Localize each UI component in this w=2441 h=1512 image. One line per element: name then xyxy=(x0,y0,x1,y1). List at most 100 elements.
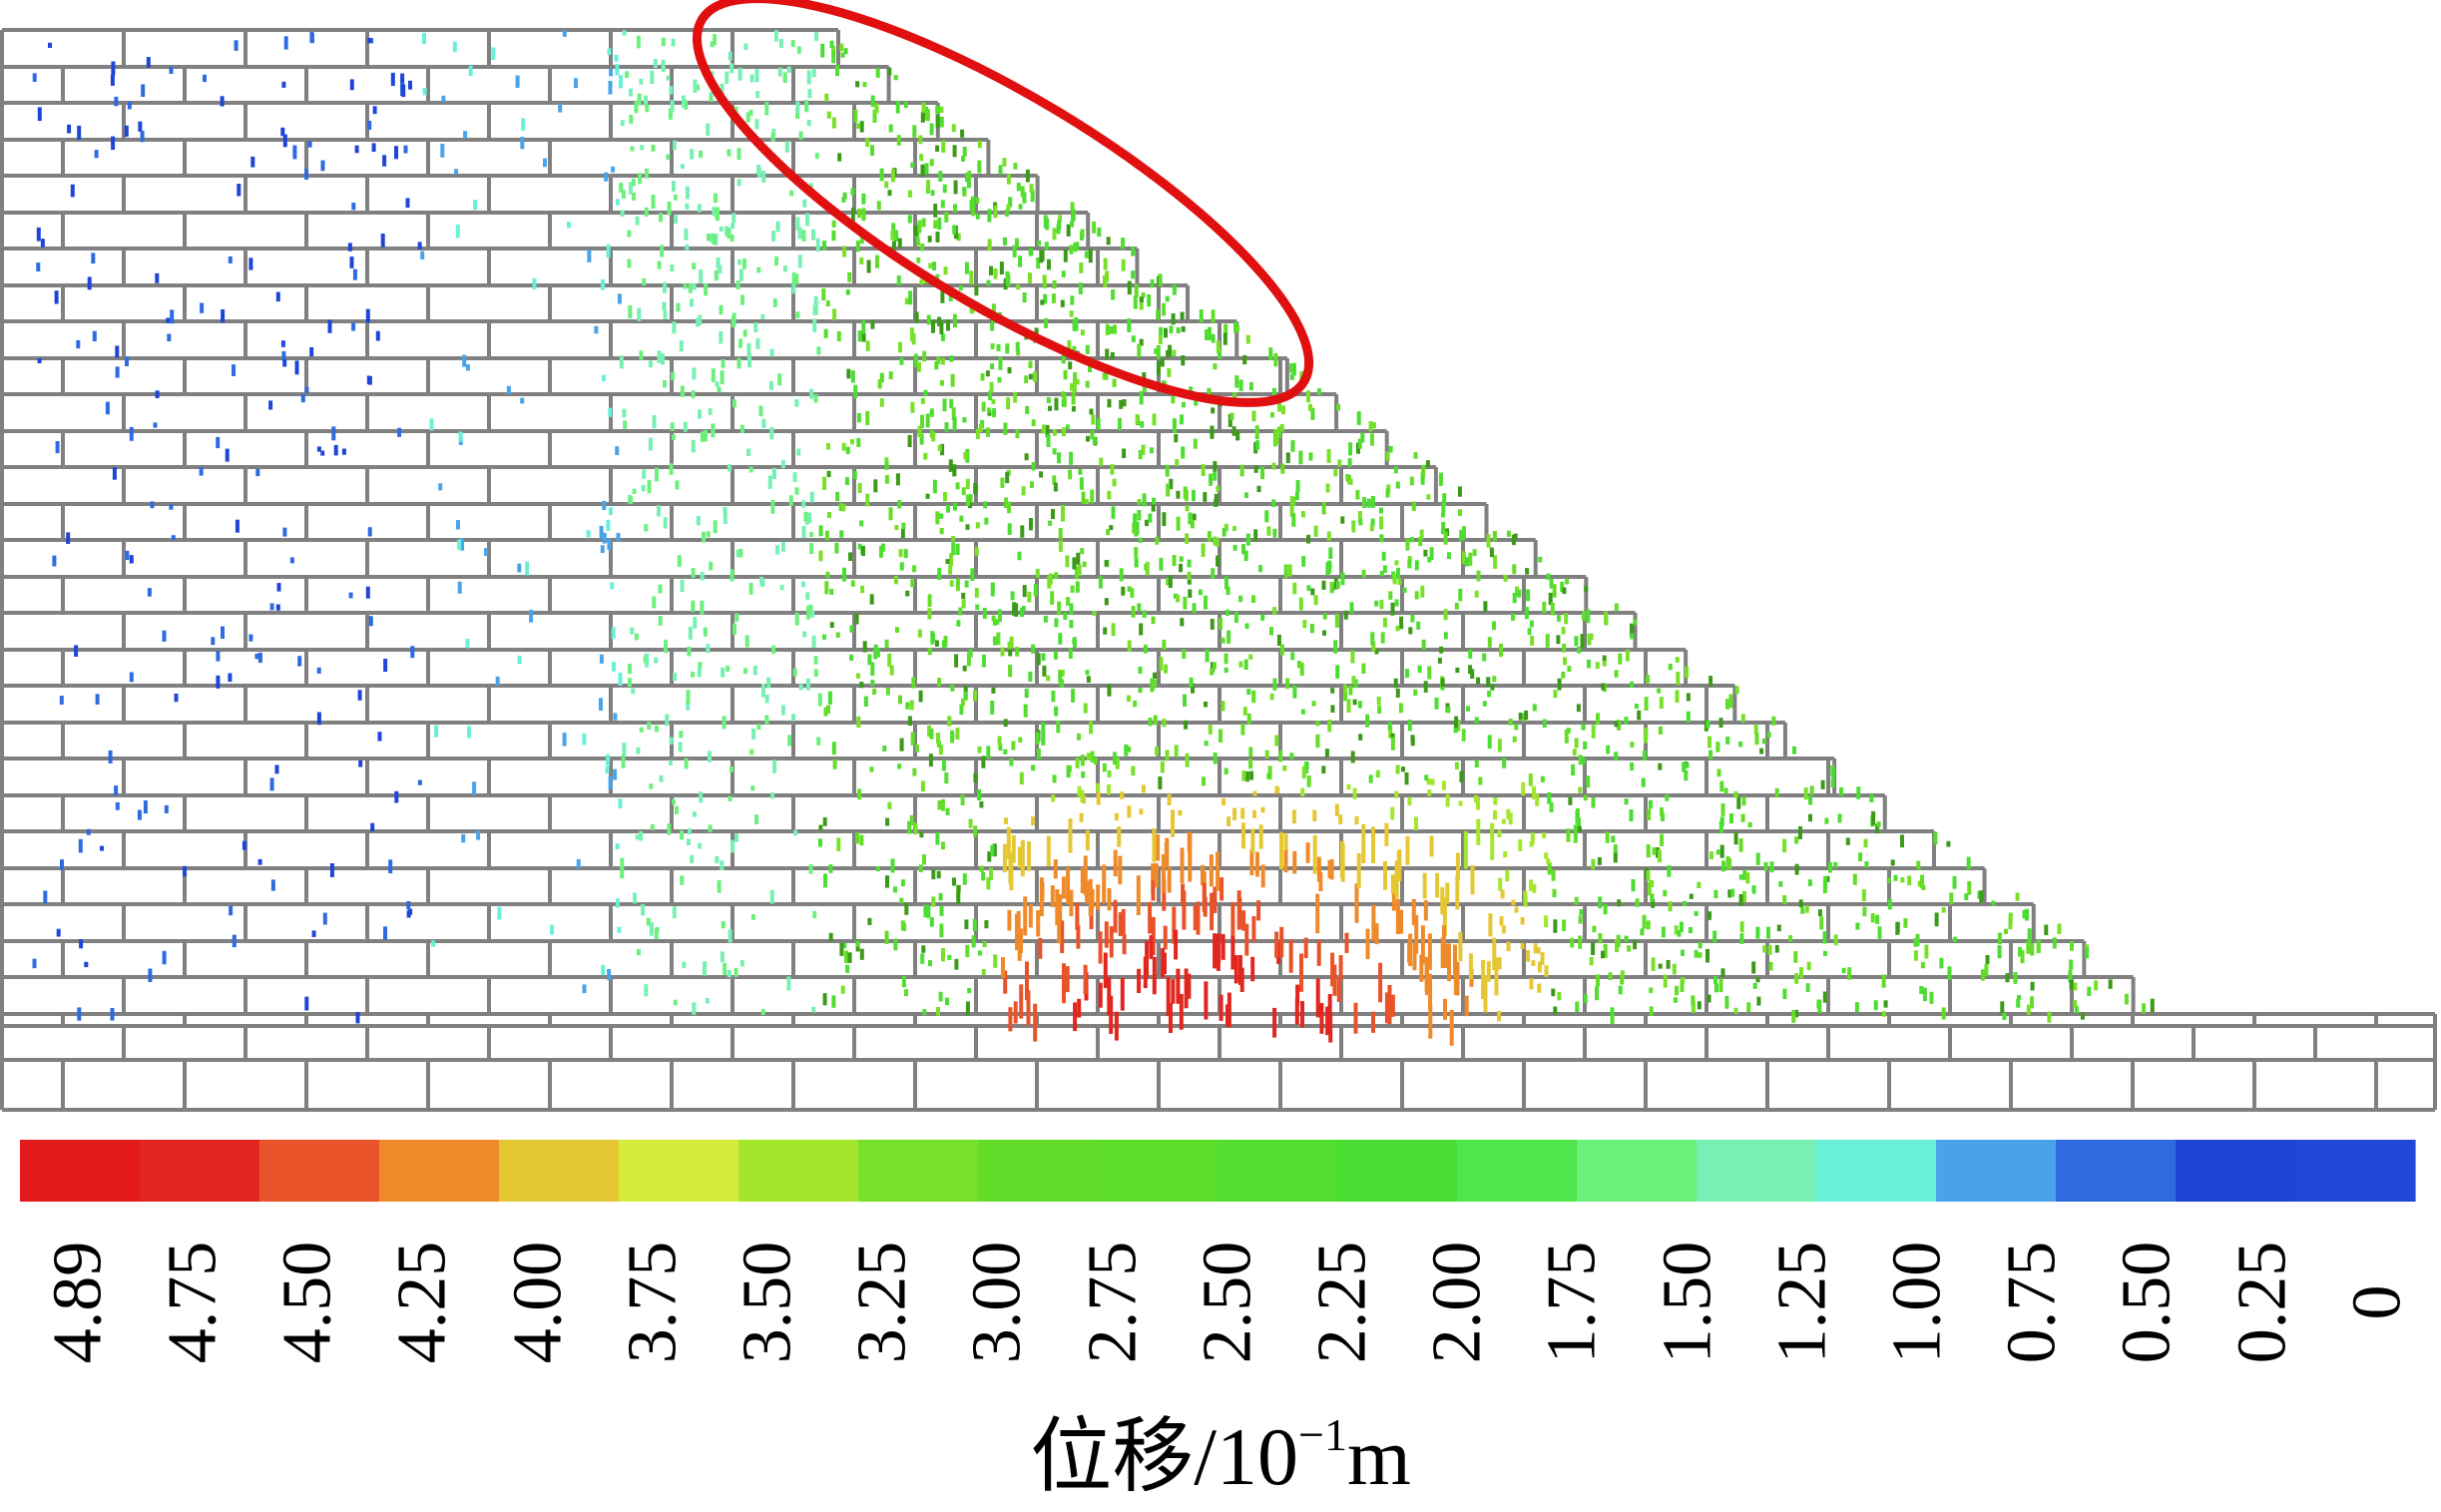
displacement-particle xyxy=(893,575,898,585)
displacement-particle xyxy=(952,464,957,477)
displacement-particle xyxy=(977,788,982,800)
displacement-particle xyxy=(642,277,647,286)
displacement-particle xyxy=(1774,787,1779,797)
displacement-particle xyxy=(1041,653,1046,662)
displacement-particle xyxy=(1028,373,1033,380)
displacement-particle xyxy=(927,648,932,656)
displacement-particle xyxy=(1321,765,1326,774)
displacement-particle xyxy=(1361,569,1366,578)
displacement-particle xyxy=(1719,816,1724,827)
displacement-particle xyxy=(732,312,736,326)
displacement-particle xyxy=(115,366,120,378)
legend-color-segment xyxy=(1218,1140,1338,1202)
displacement-particle xyxy=(920,164,925,177)
displacement-particle xyxy=(1435,872,1440,898)
displacement-particle xyxy=(1006,204,1011,213)
displacement-particle xyxy=(1366,498,1371,508)
displacement-particle xyxy=(1540,952,1545,965)
displacement-particle xyxy=(1213,536,1218,546)
displacement-particle xyxy=(1246,689,1251,696)
displacement-particle xyxy=(1512,593,1517,604)
displacement-particle xyxy=(1405,538,1410,551)
displacement-particle xyxy=(1084,499,1089,504)
displacement-particle xyxy=(1258,824,1263,849)
displacement-particle xyxy=(977,140,982,149)
displacement-particle xyxy=(1766,926,1770,939)
displacement-particle xyxy=(1591,797,1596,808)
displacement-particle xyxy=(169,66,174,74)
displacement-particle xyxy=(866,259,871,273)
displacement-particle xyxy=(1877,926,1882,939)
displacement-particle xyxy=(74,645,79,657)
displacement-particle xyxy=(1290,440,1295,452)
displacement-particle xyxy=(1171,313,1176,325)
displacement-particle xyxy=(764,102,769,116)
displacement-particle xyxy=(838,502,843,511)
displacement-particle xyxy=(1416,621,1421,630)
displacement-particle xyxy=(907,434,912,447)
displacement-particle xyxy=(1136,875,1141,915)
displacement-particle xyxy=(673,140,677,151)
displacement-particle xyxy=(1608,972,1613,980)
displacement-particle xyxy=(1213,886,1218,913)
displacement-particle xyxy=(1058,215,1063,223)
displacement-particle xyxy=(1294,998,1299,1025)
displacement-particle xyxy=(650,823,655,830)
displacement-particle xyxy=(582,733,587,746)
displacement-particle xyxy=(1751,961,1756,974)
displacement-particle xyxy=(861,333,866,342)
displacement-particle xyxy=(1084,251,1089,258)
displacement-particle xyxy=(2069,959,2074,970)
displacement-particle xyxy=(713,34,718,46)
displacement-particle xyxy=(1581,724,1586,731)
displacement-particle xyxy=(1493,797,1498,805)
displacement-particle xyxy=(691,390,696,398)
displacement-particle xyxy=(2124,993,2129,1005)
displacement-particle xyxy=(937,444,942,452)
displacement-particle xyxy=(410,646,415,659)
displacement-particle xyxy=(634,101,639,114)
displacement-particle xyxy=(771,645,776,655)
displacement-particle xyxy=(1428,1003,1433,1039)
displacement-particle xyxy=(1008,197,1013,208)
displacement-particle xyxy=(1394,466,1398,474)
displacement-particle xyxy=(1776,924,1781,932)
displacement-particle xyxy=(809,388,814,399)
displacement-particle xyxy=(1222,332,1227,345)
displacement-particle xyxy=(717,386,722,393)
displacement-particle xyxy=(608,507,613,515)
displacement-particle xyxy=(1018,255,1023,267)
displacement-particle xyxy=(1481,959,1486,999)
displacement-particle xyxy=(1271,387,1276,395)
displacement-particle xyxy=(1544,965,1549,977)
displacement-particle xyxy=(141,84,146,97)
displacement-particle xyxy=(1162,512,1167,527)
displacement-particle xyxy=(1353,1002,1358,1034)
displacement-particle xyxy=(1598,933,1603,944)
displacement-particle xyxy=(1164,327,1168,338)
legend-tick-text: 4.75 xyxy=(154,1241,232,1364)
displacement-particle xyxy=(1803,787,1808,800)
displacement-particle xyxy=(1610,1007,1615,1013)
displacement-particle xyxy=(269,603,274,611)
displacement-particle xyxy=(1512,736,1517,743)
displacement-particle xyxy=(1520,942,1525,949)
displacement-particle xyxy=(1875,823,1880,834)
displacement-particle xyxy=(663,310,668,319)
legend-tick-labels: 4.89 4.75 4.50 4.25 4.00 3.75 3.50 3.25 3.00 2.75… xyxy=(0,1208,2441,1397)
displacement-particle xyxy=(1306,585,1311,592)
displacement-particle xyxy=(1070,221,1074,228)
displacement-particle xyxy=(1841,967,1846,974)
displacement-particle xyxy=(730,765,733,772)
displacement-particle xyxy=(1141,444,1146,455)
displacement-particle xyxy=(1455,667,1460,674)
displacement-particle xyxy=(408,80,412,90)
displacement-particle xyxy=(1556,635,1561,645)
displacement-particle xyxy=(669,737,674,745)
displacement-particle xyxy=(110,74,115,86)
displacement-particle xyxy=(1169,325,1174,333)
displacement-particle xyxy=(1688,927,1693,933)
displacement-particle xyxy=(417,242,422,250)
displacement-particle xyxy=(885,875,889,888)
displacement-particle xyxy=(60,859,64,870)
